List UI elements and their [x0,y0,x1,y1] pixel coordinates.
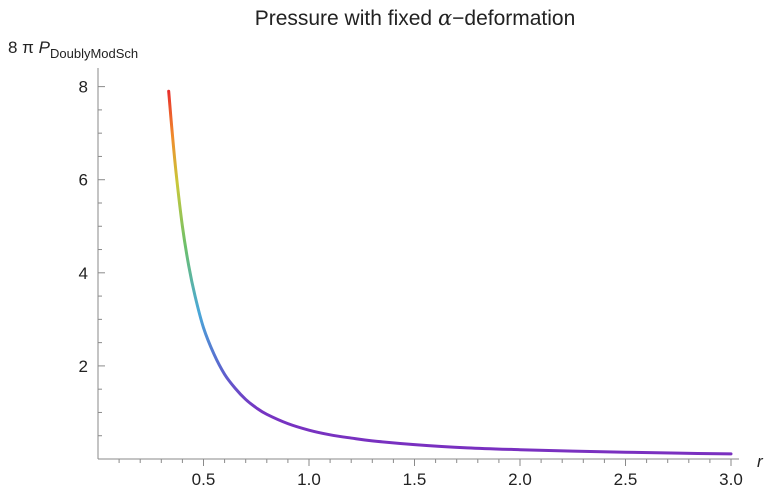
y-tick-label: 6 [79,171,88,190]
y-ticks: 2 4 6 8 [79,78,105,437]
x-tick-label: 0.5 [192,470,216,489]
chart-title-suffix: −deformation [452,7,575,30]
y-axis-label-main: P [39,38,51,57]
x-axis-label: r [757,452,764,471]
x-tick-label: 1.0 [297,470,321,489]
x-tick-label: 2.0 [508,470,532,489]
chart-title-prefix: Pressure with fixed [255,7,438,30]
x-ticks: 0.5 1.0 1.5 2.0 2.5 3.0 [118,459,743,489]
y-axis-label: 8 π PDoublyModSch [8,38,138,61]
y-tick-label: 8 [79,78,88,97]
y-axis-label-sub: DoublyModSch [50,46,138,61]
x-tick-label: 1.5 [403,470,427,489]
y-tick-label: 4 [79,264,88,283]
y-tick-label: 2 [79,357,88,376]
chart-title: Pressure with fixed α−deformation [255,6,576,30]
y-axis-label-prefix: 8 π [8,38,39,57]
x-tick-label: 3.0 [719,470,743,489]
x-tick-label: 2.5 [614,470,638,489]
chart-title-symbol: α [438,6,452,30]
series-curve [167,89,733,456]
